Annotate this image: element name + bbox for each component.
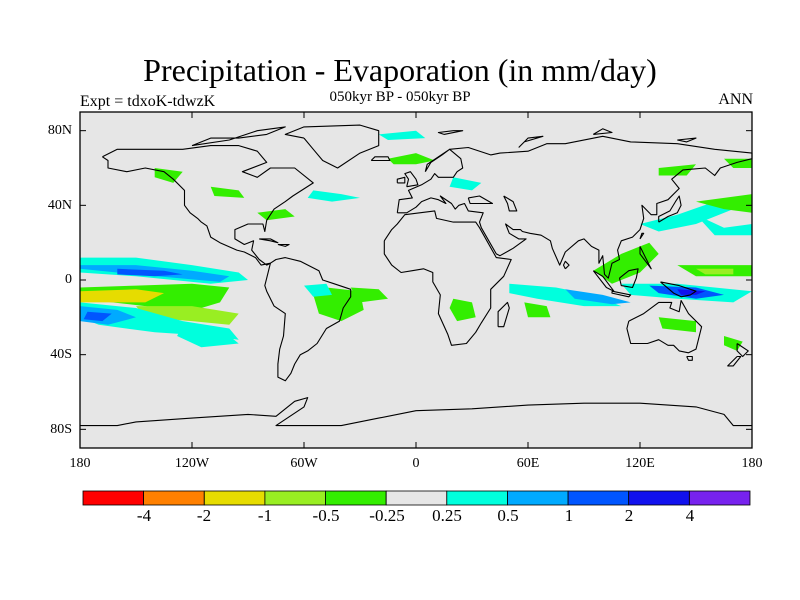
anomaly-patch <box>724 158 752 168</box>
anomaly-patch <box>304 283 332 297</box>
colorbar <box>82 490 751 506</box>
coastline <box>264 257 352 382</box>
colorbar-box <box>507 490 569 506</box>
coastline <box>102 145 314 266</box>
coastline <box>396 176 406 184</box>
anomaly-patch <box>307 190 360 202</box>
anomaly-patch <box>117 268 183 277</box>
anomaly-fields <box>80 130 752 351</box>
colorbar-box <box>628 490 690 506</box>
figure-subtitle: 050kyr BP - 050kyr BP <box>329 89 471 105</box>
anomaly-patch <box>658 164 696 176</box>
lon-label-60w: 60W <box>290 456 318 471</box>
lon-label-60e: 60E <box>516 456 540 471</box>
colorbar-box <box>567 490 630 506</box>
coastline <box>503 195 518 212</box>
colorbar-label: 4 <box>685 506 695 525</box>
anomaly-patch <box>640 201 734 232</box>
colorbar-label: -4 <box>136 506 152 525</box>
coastline <box>626 299 703 354</box>
anomaly-patch <box>696 194 752 213</box>
coastlines <box>80 124 753 427</box>
colorbar-label: -1 <box>257 506 273 525</box>
anomaly-patch <box>257 209 295 221</box>
coastline <box>467 195 494 205</box>
anomaly-patch <box>378 130 426 140</box>
figure-title: Precipitation - Evaporation (in mm/day) <box>143 52 657 88</box>
anomaly-patch <box>83 311 112 322</box>
colorbar-box <box>689 490 751 506</box>
anomaly-patch <box>210 186 245 198</box>
coastline <box>562 260 570 270</box>
coastline <box>677 137 697 143</box>
coastline <box>191 126 286 147</box>
colorbar-label: 0.25 <box>432 506 462 525</box>
axis-ticks <box>79 112 753 448</box>
colorbar-label: 2 <box>624 506 634 525</box>
lon-label-120w: 120W <box>174 456 210 471</box>
colorbar-box <box>446 490 508 506</box>
coastline <box>424 148 451 172</box>
anomaly-patch <box>696 268 734 275</box>
lat-label-40n: 40N <box>47 198 72 213</box>
lat-label-80n: 80N <box>47 123 72 138</box>
anomaly-patch <box>524 302 551 318</box>
coastline <box>497 301 510 328</box>
anomaly-patch <box>724 336 743 351</box>
coastline <box>80 397 752 427</box>
coastline <box>404 171 419 188</box>
coastline <box>396 135 753 279</box>
coastline <box>658 195 682 223</box>
coastline <box>736 343 749 358</box>
anomaly-patch <box>696 214 752 236</box>
coastline <box>383 210 512 346</box>
coastline <box>277 243 290 247</box>
colorbar-label: 1 <box>564 506 574 525</box>
coastline <box>437 130 464 135</box>
coastline <box>370 156 391 162</box>
coastline <box>611 290 632 298</box>
colorbar-label: 0.5 <box>497 506 519 525</box>
colorbar-label: -0.5 <box>312 506 340 525</box>
lat-label-40s: 40S <box>50 347 72 362</box>
coastline <box>660 281 697 298</box>
lon-label-120e: 120E <box>625 456 655 471</box>
coastline <box>618 268 639 289</box>
anomaly-patch <box>677 289 706 295</box>
anomaly-patch <box>350 287 388 303</box>
colorbar-box <box>385 490 448 506</box>
coastline <box>284 124 380 169</box>
experiment-label: Expt = tdxoK-tdwzK <box>80 93 216 110</box>
colorbar-box <box>264 490 326 506</box>
anomaly-patch <box>565 289 631 305</box>
colorbar-box <box>325 490 387 506</box>
colorbar-label: -0.25 <box>369 506 405 525</box>
anomaly-patch <box>449 177 482 191</box>
lat-label-eq: 0 <box>65 272 72 287</box>
colorbar-box <box>82 490 144 506</box>
colorbar-label: -2 <box>196 506 212 525</box>
coastline <box>593 128 613 135</box>
lon-label-180e: 180 <box>741 456 763 471</box>
colorbar-box <box>203 490 266 506</box>
coastline <box>639 246 652 270</box>
anomaly-patch <box>388 153 435 165</box>
anomaly-patch <box>177 324 239 348</box>
colorbar-box <box>143 490 205 506</box>
lon-label-180w: 180 <box>69 456 91 471</box>
coastline <box>727 355 742 367</box>
coastline <box>639 232 645 240</box>
map-panel <box>79 111 753 449</box>
lon-label-0: 0 <box>412 456 420 471</box>
anomaly-patch <box>658 317 696 333</box>
season-label: ANN <box>718 91 753 108</box>
anomaly-patch <box>136 306 239 325</box>
coastline <box>686 355 693 361</box>
lat-label-80s: 80S <box>50 422 72 437</box>
coastline <box>518 135 544 148</box>
anomaly-patch <box>80 289 164 303</box>
anomaly-patch <box>449 298 476 322</box>
coastline <box>259 238 279 244</box>
